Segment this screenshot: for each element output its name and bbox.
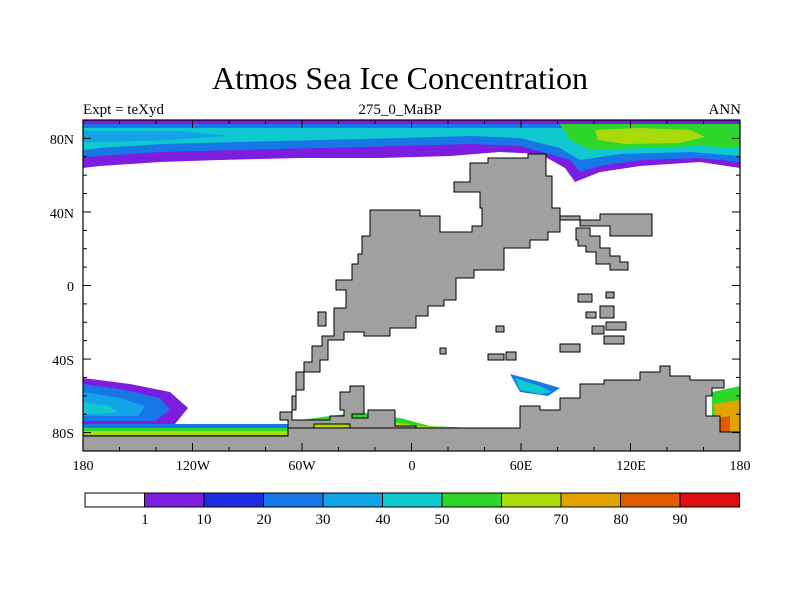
island-6: [591, 325, 605, 335]
pangea-main: [279, 153, 653, 437]
colorbar-box: [679, 492, 740, 508]
lon-tick-label: 60E: [510, 459, 533, 474]
colorbar-box: [322, 492, 383, 508]
lat-tick-label: 40N: [50, 207, 74, 222]
island-1: [577, 293, 593, 303]
colorbar-box: [501, 492, 562, 508]
lat-tick-label: 80N: [50, 133, 74, 148]
colorbar-box: [382, 492, 443, 508]
island-8: [559, 343, 581, 353]
sea-ice-north: [83, 120, 740, 182]
colorbar-box: [263, 492, 324, 508]
island-11: [505, 351, 517, 361]
experiment-label: Expt = teXyd: [83, 102, 164, 118]
lat-tick-label: 40S: [52, 354, 74, 369]
plot-title: Atmos Sea Ice Concentration: [212, 60, 588, 96]
time-label: 275_0_MaBP: [358, 102, 442, 118]
map-panel: [82, 119, 741, 452]
island-12: [317, 311, 327, 327]
lon-tick-label: 120E: [616, 459, 646, 474]
lat-tick-labels: 80N 40N 0 40S 80S: [50, 133, 74, 442]
cimmeria-strip: [575, 227, 629, 271]
colorbar-box: [441, 492, 502, 508]
colorbar-label: 50: [435, 512, 450, 528]
island-9: [495, 325, 505, 333]
colorbar-label: 80: [614, 512, 629, 528]
lon-tick-label: 120W: [176, 459, 211, 474]
lon-tick-label: 60W: [288, 459, 316, 474]
antarctica: [82, 365, 741, 452]
island-10: [487, 353, 505, 361]
lon-tick-label: 0: [409, 459, 416, 474]
tick-marks: [82, 120, 741, 451]
season-label: ANN: [708, 102, 742, 118]
colorbar: [84, 492, 740, 508]
land: [82, 153, 741, 452]
colorbar-box: [84, 492, 145, 508]
colorbar-box: [203, 492, 264, 508]
island-3: [599, 305, 615, 319]
colorbar-label: 90: [673, 512, 688, 528]
colorbar-label: 10: [197, 512, 212, 528]
island-7: [603, 335, 625, 345]
colorbar-label: 20: [257, 512, 272, 528]
lon-tick-label: 180: [73, 459, 94, 474]
colorbar-label: 40: [376, 512, 391, 528]
lat-tick-label: 80S: [52, 427, 74, 442]
colorbar-labels: 1 10 20 30 40 50 60 70 80 90: [141, 512, 687, 528]
lon-tick-label: 180: [730, 459, 751, 474]
colorbar-label: 30: [316, 512, 331, 528]
island-5: [605, 321, 627, 331]
colorbar-box: [620, 492, 681, 508]
colorbar-box: [144, 492, 205, 508]
colorbar-box: [560, 492, 621, 508]
colorbar-label: 70: [554, 512, 569, 528]
colorbar-label: 1: [141, 512, 149, 528]
lon-tick-labels: 180 120W 60W 0 60E 120E 180: [73, 459, 751, 474]
lat-tick-label: 0: [67, 280, 74, 295]
colorbar-label: 60: [495, 512, 510, 528]
island-4: [585, 311, 597, 319]
island-2: [605, 291, 615, 299]
island-13: [439, 347, 447, 355]
